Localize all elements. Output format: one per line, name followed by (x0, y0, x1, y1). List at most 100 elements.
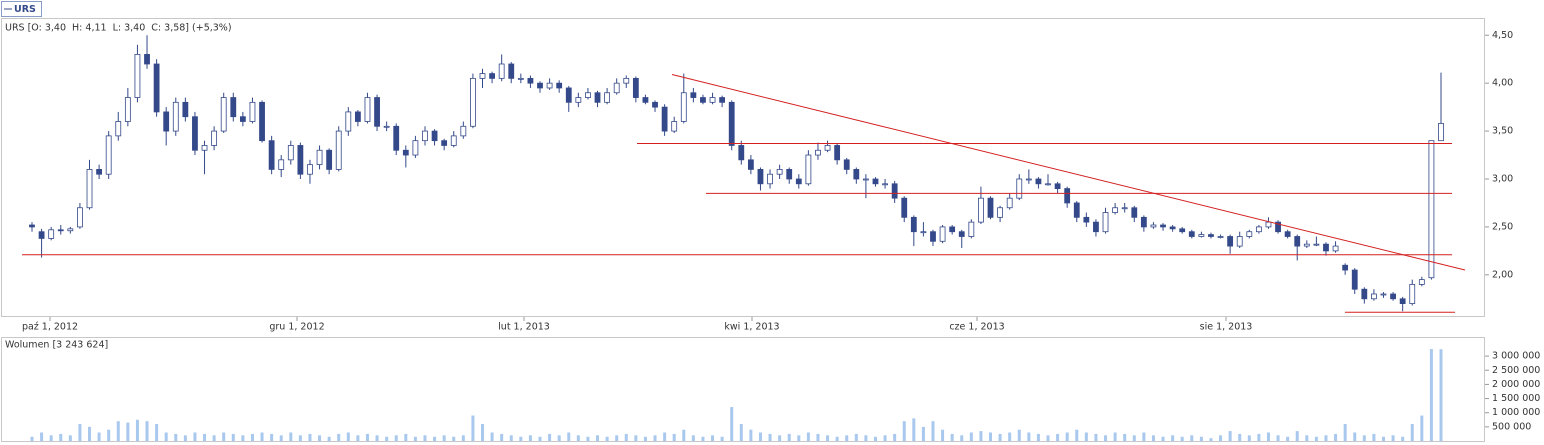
candle-body (1418, 279, 1425, 285)
candle-body (1198, 234, 1205, 237)
volume-bar (720, 436, 724, 441)
volume-bar (758, 432, 762, 441)
candle-body (1064, 188, 1071, 204)
candle-body (1045, 183, 1051, 186)
candle-body (537, 82, 543, 89)
volume-bar (672, 433, 676, 441)
volume-bar (1219, 435, 1223, 441)
volume-bar (97, 432, 101, 441)
volume-bar (318, 435, 322, 441)
volume-bar (279, 435, 283, 441)
volume-bar (68, 435, 72, 441)
candle-body (738, 145, 745, 161)
volume-bar (289, 432, 293, 441)
candle-body (546, 82, 553, 89)
volume-bar (1113, 432, 1117, 441)
candle-body (153, 63, 160, 113)
volume-bar (1276, 435, 1280, 441)
volume-bar (1190, 435, 1194, 441)
volume-bar (1353, 432, 1357, 441)
candle-body (978, 197, 984, 223)
volume-bar (1199, 436, 1203, 441)
volume-bar (1171, 435, 1175, 441)
volume-bar (1362, 435, 1366, 441)
x-tick-label: lut 1, 2013 (498, 322, 550, 333)
candle-body (220, 97, 227, 132)
candle-body (1140, 216, 1147, 228)
candle-body (930, 231, 936, 242)
x-tick-label: gru 1, 2012 (269, 322, 324, 333)
candle-body (1380, 293, 1387, 296)
candle-body (354, 111, 361, 122)
x-tick-label: kwi 1, 2013 (724, 322, 779, 333)
volume-bar (203, 433, 207, 441)
candle-body (1102, 212, 1109, 233)
y-tick-label: 2,50 (1492, 221, 1513, 232)
candle-body (105, 135, 112, 175)
candle-body (910, 216, 917, 233)
candle-body (1428, 140, 1435, 279)
candle-body (450, 135, 457, 146)
volume-bar (1314, 436, 1318, 441)
volume-bar (298, 435, 302, 441)
y-tick-label: 2,00 (1492, 269, 1513, 280)
candle-body (67, 228, 74, 232)
candle-body (613, 82, 620, 94)
volume-bar (730, 407, 734, 441)
volume-bar (1228, 431, 1232, 441)
volume-bar (193, 432, 197, 441)
volume-bar (586, 436, 590, 441)
volume-bar (1324, 435, 1328, 441)
volume-bar (960, 435, 964, 441)
volume-bar (49, 435, 53, 441)
volume-bar (1094, 433, 1098, 441)
volume-bar (682, 429, 686, 441)
candle-body (1150, 224, 1157, 228)
candle-body (211, 130, 218, 146)
volume-bar (567, 432, 571, 441)
candle-body (1351, 269, 1358, 290)
candle-body (1169, 226, 1176, 230)
volume-bar (912, 418, 916, 441)
candle-body (623, 77, 630, 84)
volume-bar (500, 433, 504, 441)
candle-body (422, 130, 428, 142)
candle-body (1294, 236, 1301, 247)
candle-body (86, 169, 93, 209)
volume-bar (845, 435, 849, 441)
candle-body (652, 101, 658, 108)
candle-body (671, 121, 678, 132)
volume-bar (605, 436, 609, 441)
volume-bar (989, 432, 993, 441)
volume-bar (1075, 429, 1079, 441)
candle-body (326, 149, 333, 170)
candle-body (1016, 178, 1023, 199)
candle-body (412, 140, 419, 156)
volume-bar (423, 435, 427, 441)
volume-bar (78, 424, 82, 441)
volume-bar (711, 435, 715, 441)
volume-bar (691, 435, 695, 441)
volume-bar (88, 426, 92, 441)
candle-body (1438, 123, 1444, 142)
volume-bar (797, 435, 801, 441)
candle-body (316, 149, 323, 166)
price-panel (1, 18, 1485, 317)
candle-body (259, 101, 265, 142)
y-tick-label: 3 000 000 (1492, 351, 1540, 362)
candle-body (57, 229, 64, 232)
candle-body (680, 92, 687, 122)
candle-body (661, 106, 668, 132)
volume-bar (1429, 349, 1433, 441)
volume-bar (509, 435, 513, 441)
candle-body (48, 229, 55, 239)
volume-bar (624, 433, 628, 441)
candle-body (307, 164, 313, 175)
candle-body (1371, 293, 1377, 300)
candle-body (939, 226, 946, 242)
volume-bar (260, 432, 264, 441)
volume-bar (663, 432, 667, 441)
candle-body (776, 169, 783, 175)
candle-body (824, 145, 831, 151)
volume-bar (893, 433, 897, 441)
